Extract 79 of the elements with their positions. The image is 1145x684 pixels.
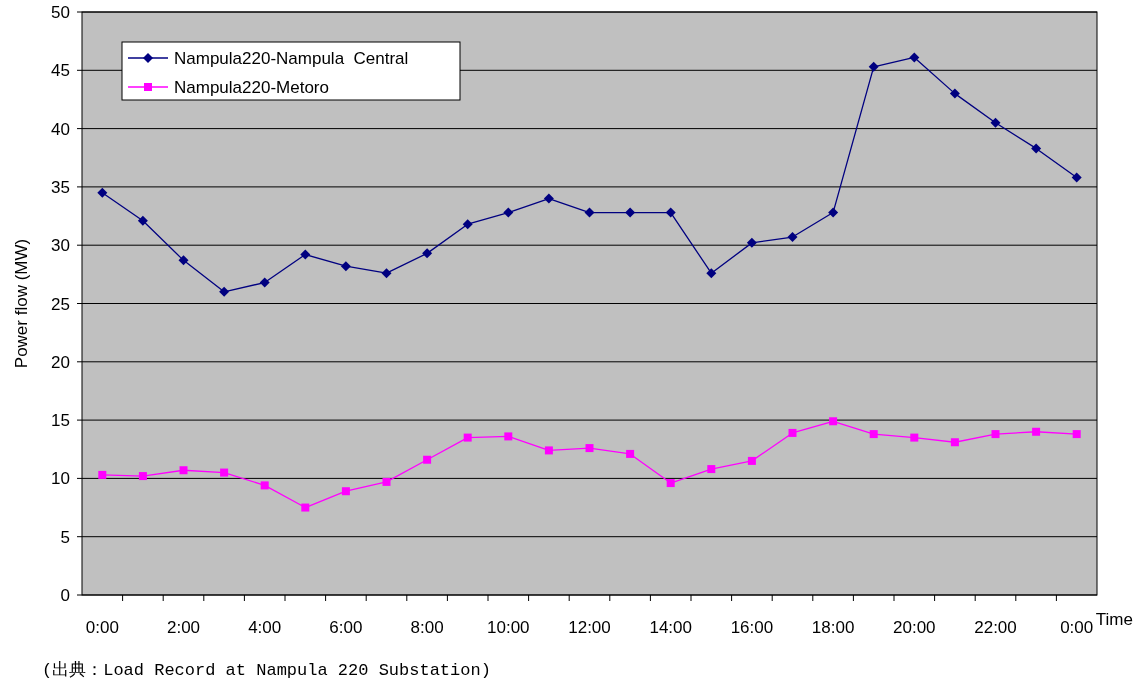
x-tick-label: 6:00 xyxy=(329,618,363,637)
point xyxy=(463,433,472,442)
point xyxy=(340,261,351,272)
y-tick-label: 15 xyxy=(51,411,70,431)
point xyxy=(868,61,879,72)
y-tick-label: 35 xyxy=(51,177,70,197)
x-tick-label: 0:00 xyxy=(85,618,119,637)
point xyxy=(991,430,1000,439)
point xyxy=(626,449,635,458)
point xyxy=(178,255,189,266)
point xyxy=(422,248,433,259)
point xyxy=(260,481,269,490)
point xyxy=(300,249,311,260)
y-tick-label: 25 xyxy=(51,294,70,314)
point xyxy=(584,207,595,218)
x-tick-label: 18:00 xyxy=(811,618,855,637)
y-tick-label: 5 xyxy=(60,527,70,547)
point xyxy=(747,456,756,465)
point xyxy=(746,237,757,248)
point xyxy=(585,444,594,453)
point xyxy=(990,117,1001,128)
point xyxy=(706,268,717,279)
y-tick-label: 20 xyxy=(51,352,70,372)
point xyxy=(544,446,553,455)
point xyxy=(462,219,473,230)
y-tick-label: 50 xyxy=(51,3,70,22)
point xyxy=(909,52,920,63)
point xyxy=(625,207,636,218)
point xyxy=(950,438,959,447)
point xyxy=(381,268,392,279)
x-tick-label: 16:00 xyxy=(730,618,774,637)
point xyxy=(869,430,878,439)
y-tick-label: 40 xyxy=(51,119,70,139)
point xyxy=(341,487,350,496)
point xyxy=(138,472,147,481)
point xyxy=(179,466,188,475)
point xyxy=(707,465,716,474)
x-axis-title: Time xyxy=(1095,610,1133,629)
x-tick-label: 0:00 xyxy=(1060,618,1094,637)
point xyxy=(504,432,513,441)
point xyxy=(1072,430,1081,439)
point xyxy=(666,479,675,488)
legend-label: Nampula220-Nampula Central xyxy=(174,49,409,68)
point xyxy=(787,232,798,243)
point xyxy=(503,207,514,218)
point xyxy=(423,455,432,464)
point xyxy=(1031,143,1042,154)
point xyxy=(382,477,391,486)
point xyxy=(788,428,797,437)
x-tick-label: 4:00 xyxy=(248,618,282,637)
point xyxy=(98,470,107,479)
x-tick-label: 12:00 xyxy=(568,618,611,637)
point xyxy=(910,433,919,442)
x-tick-label: 2:00 xyxy=(166,618,201,637)
point xyxy=(949,88,960,99)
x-tick-label: 20:00 xyxy=(893,618,936,637)
y-tick-label: 45 xyxy=(51,61,70,81)
point xyxy=(543,193,554,204)
y-tick-label: 0 xyxy=(60,586,70,605)
point xyxy=(137,215,148,226)
point xyxy=(219,286,230,297)
point xyxy=(829,417,838,426)
point xyxy=(220,468,229,477)
y-axis-title: Power flow (MW) xyxy=(12,238,31,369)
legend-label: Nampula220-Metoro xyxy=(174,78,329,97)
x-tick-label: 10:00 xyxy=(487,618,530,637)
x-tick-label: 14:00 xyxy=(649,618,692,637)
x-tick-label: 8:00 xyxy=(410,618,444,637)
text: (出典：Load Record at Nampula 220 Substation) xyxy=(42,661,491,680)
x-tick-label: 22:00 xyxy=(974,618,1017,637)
point xyxy=(301,503,310,512)
y-tick-label: 30 xyxy=(51,236,70,256)
point xyxy=(828,207,839,218)
point xyxy=(259,277,270,288)
point xyxy=(1032,427,1041,436)
point xyxy=(1071,172,1082,183)
point xyxy=(97,187,108,198)
y-tick-label: 10 xyxy=(51,469,70,489)
point xyxy=(665,207,676,218)
